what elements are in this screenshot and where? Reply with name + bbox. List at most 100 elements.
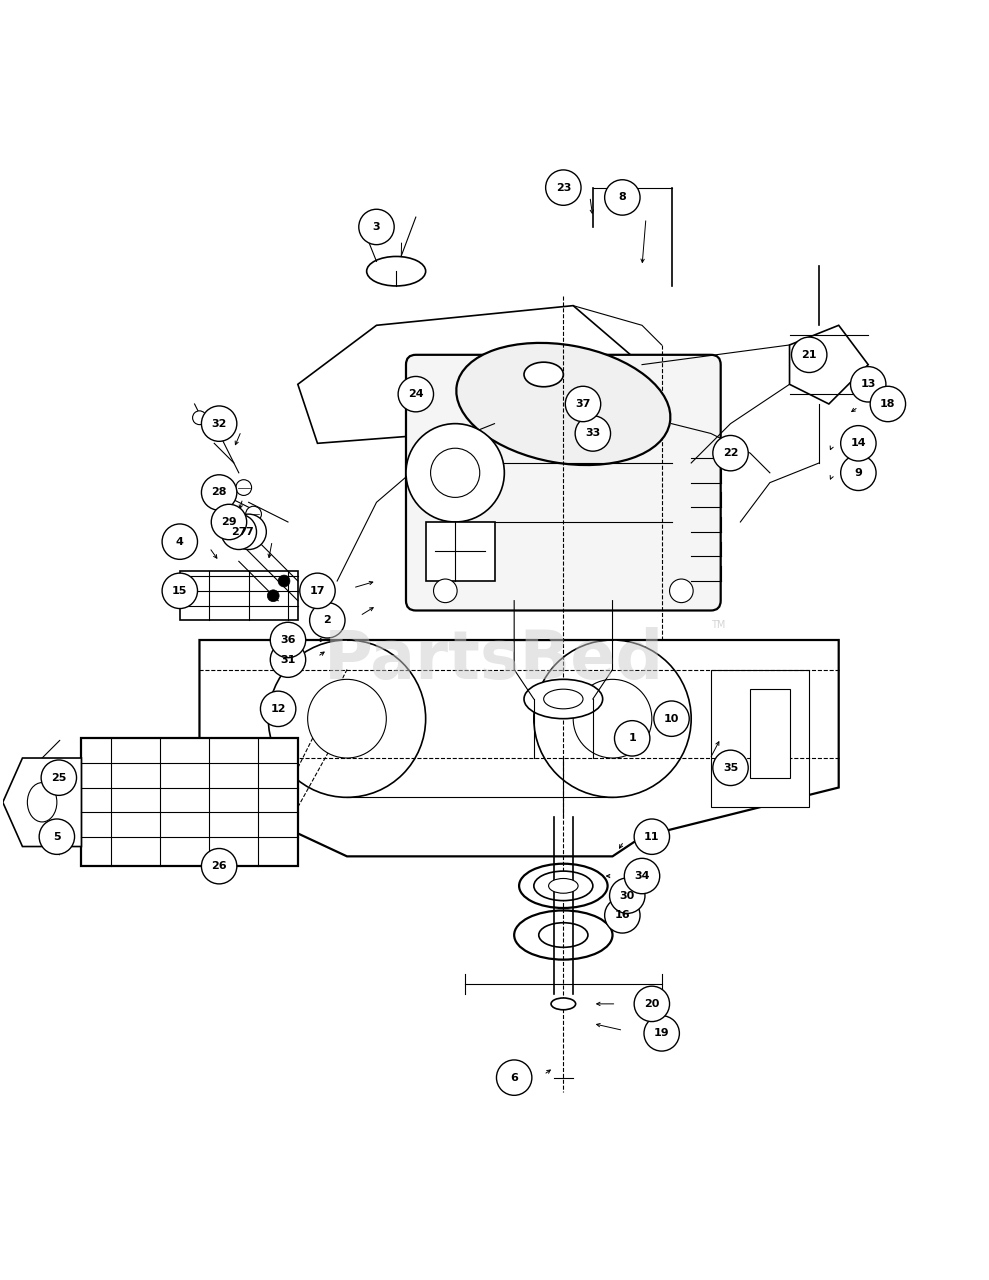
Circle shape: [300, 573, 335, 608]
Text: 15: 15: [172, 586, 188, 595]
Polygon shape: [298, 306, 642, 443]
Ellipse shape: [534, 872, 592, 901]
Circle shape: [576, 416, 610, 451]
Text: 6: 6: [510, 1073, 518, 1083]
Text: PartsBed: PartsBed: [324, 627, 665, 692]
Ellipse shape: [456, 343, 671, 465]
Ellipse shape: [524, 680, 602, 718]
Text: 31: 31: [280, 654, 296, 664]
Text: 11: 11: [644, 832, 660, 842]
Ellipse shape: [430, 448, 480, 498]
Text: 36: 36: [280, 635, 296, 645]
Text: 1: 1: [628, 733, 636, 744]
Text: 7: 7: [244, 527, 252, 536]
Circle shape: [40, 819, 74, 854]
Circle shape: [546, 170, 582, 205]
Circle shape: [574, 680, 652, 758]
Ellipse shape: [544, 689, 583, 709]
Circle shape: [278, 575, 290, 588]
Circle shape: [268, 640, 425, 797]
Circle shape: [42, 760, 76, 795]
Circle shape: [534, 640, 691, 797]
Text: 37: 37: [576, 399, 590, 410]
Circle shape: [162, 524, 198, 559]
Text: 2: 2: [323, 616, 331, 626]
Polygon shape: [789, 325, 868, 404]
Polygon shape: [81, 739, 298, 867]
Circle shape: [841, 426, 876, 461]
Circle shape: [270, 643, 306, 677]
Circle shape: [310, 603, 345, 637]
Circle shape: [212, 504, 246, 540]
Text: 28: 28: [212, 488, 226, 498]
Ellipse shape: [406, 424, 504, 522]
FancyBboxPatch shape: [406, 355, 721, 611]
Ellipse shape: [551, 998, 576, 1010]
Bar: [711, 669, 809, 808]
Circle shape: [604, 897, 640, 933]
Circle shape: [654, 701, 689, 736]
Circle shape: [791, 337, 827, 372]
Ellipse shape: [519, 864, 607, 908]
Circle shape: [399, 376, 433, 412]
Text: 29: 29: [222, 517, 236, 527]
Circle shape: [235, 480, 251, 495]
Text: 23: 23: [556, 183, 571, 192]
Text: 16: 16: [614, 910, 630, 920]
Text: 25: 25: [51, 773, 66, 782]
Text: 3: 3: [373, 221, 381, 232]
Circle shape: [634, 819, 670, 854]
Circle shape: [614, 721, 650, 756]
Circle shape: [359, 209, 395, 244]
Ellipse shape: [549, 878, 579, 893]
Circle shape: [609, 878, 645, 914]
Ellipse shape: [514, 910, 612, 960]
Text: 32: 32: [212, 419, 226, 429]
Ellipse shape: [524, 362, 564, 387]
Circle shape: [841, 456, 876, 490]
Ellipse shape: [367, 256, 425, 285]
Circle shape: [202, 475, 236, 511]
Circle shape: [202, 406, 236, 442]
Circle shape: [308, 680, 387, 758]
Circle shape: [670, 579, 693, 603]
Circle shape: [496, 1060, 532, 1096]
Text: 33: 33: [585, 429, 600, 439]
Circle shape: [713, 435, 749, 471]
Ellipse shape: [539, 923, 587, 947]
Ellipse shape: [28, 782, 56, 822]
Circle shape: [267, 590, 279, 602]
Circle shape: [202, 849, 236, 884]
Circle shape: [260, 691, 296, 727]
Circle shape: [270, 622, 306, 658]
Circle shape: [604, 179, 640, 215]
Text: 4: 4: [176, 536, 184, 547]
Circle shape: [870, 387, 906, 421]
Text: 17: 17: [310, 586, 325, 595]
Text: 18: 18: [880, 399, 896, 410]
Circle shape: [162, 573, 198, 608]
Circle shape: [634, 986, 670, 1021]
Circle shape: [433, 579, 457, 603]
Circle shape: [222, 515, 256, 549]
Text: 20: 20: [644, 998, 660, 1009]
Circle shape: [644, 1015, 679, 1051]
Circle shape: [231, 515, 266, 549]
Text: 13: 13: [860, 379, 876, 389]
Text: 30: 30: [620, 891, 635, 901]
Text: 5: 5: [53, 832, 60, 842]
Text: 8: 8: [618, 192, 626, 202]
Text: 9: 9: [854, 467, 862, 477]
Text: 24: 24: [408, 389, 423, 399]
Text: 34: 34: [634, 870, 650, 881]
Text: 14: 14: [851, 438, 866, 448]
Bar: [751, 689, 789, 778]
Circle shape: [566, 387, 600, 421]
Text: 22: 22: [723, 448, 738, 458]
Polygon shape: [3, 758, 81, 846]
Text: 27: 27: [231, 527, 246, 536]
Text: 19: 19: [654, 1028, 670, 1038]
Text: 10: 10: [664, 714, 679, 723]
Text: 35: 35: [723, 763, 738, 773]
Circle shape: [713, 750, 749, 786]
